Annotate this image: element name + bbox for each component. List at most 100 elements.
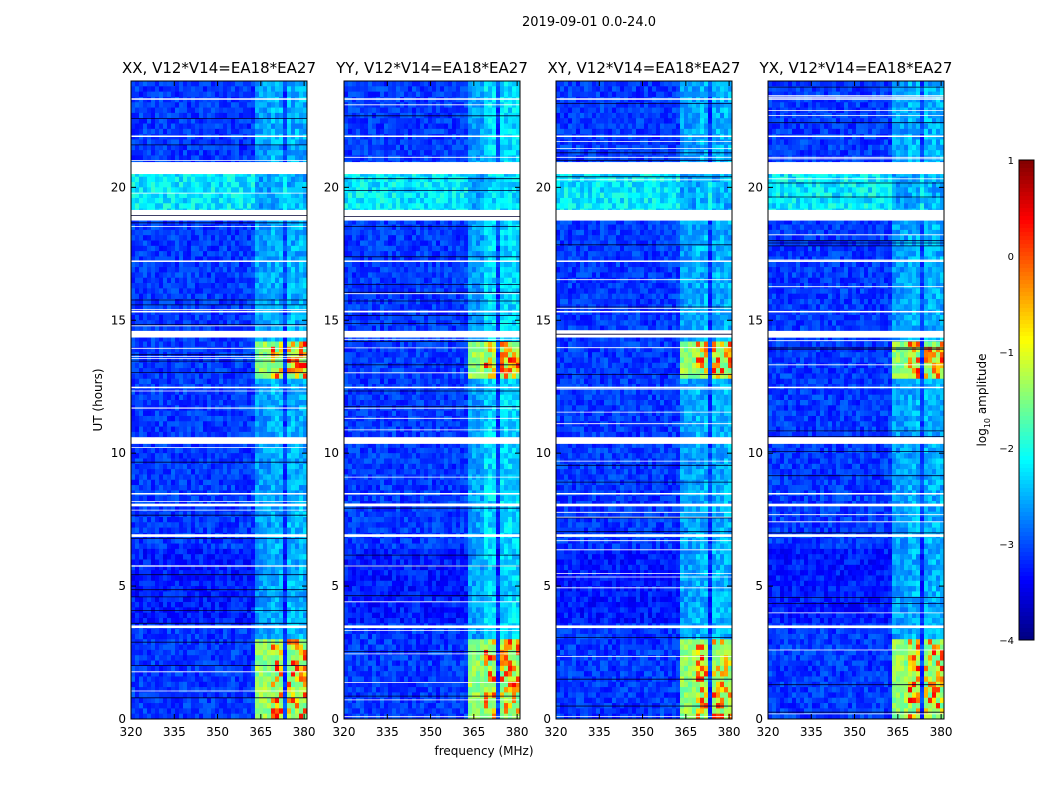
heatmap-cell xyxy=(175,278,179,284)
heatmap-cell xyxy=(247,86,251,92)
heatmap-cell xyxy=(267,86,271,92)
heatmap-cell xyxy=(271,150,275,156)
heatmap-cell xyxy=(259,310,263,316)
heatmap-cell xyxy=(267,272,271,278)
heatmap-cell xyxy=(207,108,211,114)
heatmap-cell xyxy=(155,272,159,278)
heatmap-cell xyxy=(279,129,283,135)
heatmap-cell xyxy=(199,241,203,247)
heatmap-cell xyxy=(287,310,291,316)
heatmap-cell xyxy=(187,86,191,92)
heatmap-cell xyxy=(195,113,199,119)
heatmap-cell xyxy=(219,246,223,252)
heatmap-cell xyxy=(175,187,179,193)
heatmap-cell xyxy=(223,272,227,278)
heatmap-cell xyxy=(219,150,223,156)
heatmap-cell xyxy=(267,177,271,183)
heatmap-cell xyxy=(167,113,171,119)
heatmap-cell xyxy=(151,320,155,326)
heatmap-cell xyxy=(295,278,299,284)
heatmap-cell xyxy=(175,139,179,145)
heatmap-cell xyxy=(199,145,203,151)
heatmap-cell xyxy=(291,124,295,130)
heatmap-cell xyxy=(243,278,247,284)
heatmap-cell xyxy=(283,230,287,236)
heatmap-cell xyxy=(183,262,187,268)
heatmap-cell xyxy=(147,294,151,300)
heatmap-cell xyxy=(203,310,207,316)
heatmap-cell xyxy=(183,315,187,321)
heatmap-cell xyxy=(287,145,291,151)
heatmap-cell xyxy=(191,262,195,268)
heatmap-cell xyxy=(163,230,167,236)
heatmap-cell xyxy=(195,145,199,151)
heatmap-cell xyxy=(187,272,191,278)
heatmap-cell xyxy=(175,246,179,252)
heatmap-cell xyxy=(195,235,199,241)
heatmap-cell xyxy=(271,177,275,183)
heatmap-cell xyxy=(167,315,171,321)
heatmap-cell xyxy=(159,187,163,193)
heatmap-cell xyxy=(227,97,231,103)
heatmap-cell xyxy=(171,129,175,135)
heatmap-cell xyxy=(187,113,191,119)
heatmap-cell xyxy=(223,81,227,87)
heatmap-cell xyxy=(259,108,263,114)
heatmap-cell xyxy=(259,225,263,231)
heatmap-cell xyxy=(239,124,243,130)
heatmap-cell xyxy=(187,230,191,236)
heatmap-cell xyxy=(207,129,211,135)
heatmap-cell xyxy=(207,198,211,204)
heatmap-cell xyxy=(131,225,135,231)
heatmap-cell xyxy=(159,129,163,135)
heatmap-cell xyxy=(275,134,279,140)
heatmap-cell xyxy=(135,262,139,268)
heatmap-cell xyxy=(243,102,247,108)
heatmap-cell xyxy=(291,272,295,278)
heatmap-cell xyxy=(179,288,183,294)
heatmap-cell xyxy=(171,92,175,98)
heatmap-cell xyxy=(259,283,263,289)
heatmap-cell xyxy=(247,235,251,241)
heatmap-cell xyxy=(239,246,243,252)
heatmap-cell xyxy=(223,118,227,124)
heatmap-cell xyxy=(211,187,215,193)
heatmap-cell xyxy=(159,150,163,156)
heatmap-cell xyxy=(255,139,259,145)
heatmap-cell xyxy=(215,198,219,204)
heatmap-cell xyxy=(167,108,171,114)
heatmap-cell xyxy=(179,86,183,92)
heatmap-cell xyxy=(135,198,139,204)
heatmap-cell xyxy=(271,92,275,98)
heatmap-cell xyxy=(187,102,191,108)
heatmap-cell xyxy=(187,92,191,98)
heatmap-cell xyxy=(251,113,255,119)
heatmap-cell xyxy=(167,262,171,268)
heatmap-cell xyxy=(219,139,223,145)
heatmap-cell xyxy=(251,134,255,140)
heatmap-cell xyxy=(295,124,299,130)
heatmap-cell xyxy=(251,92,255,98)
heatmap-cell xyxy=(279,288,283,294)
heatmap-cell xyxy=(215,129,219,135)
heatmap-cell xyxy=(199,320,203,326)
heatmap-cell xyxy=(183,272,187,278)
heatmap-cell xyxy=(135,310,139,316)
heatmap-cell xyxy=(299,326,303,332)
heatmap-cell xyxy=(271,182,275,188)
heatmap-cell xyxy=(151,113,155,119)
heatmap-cell xyxy=(247,124,251,130)
heatmap-cell xyxy=(227,108,231,114)
heatmap-cell xyxy=(283,139,287,145)
heatmap-cell xyxy=(163,294,167,300)
heatmap-cell xyxy=(199,246,203,252)
heatmap-cell xyxy=(179,81,183,87)
heatmap-cell xyxy=(191,182,195,188)
heatmap-cell xyxy=(295,139,299,145)
heatmap-cell xyxy=(243,310,247,316)
heatmap-cell xyxy=(155,230,159,236)
heatmap-cell xyxy=(211,124,215,130)
heatmap-cell xyxy=(263,134,267,140)
heatmap-cell xyxy=(247,246,251,252)
heatmap-cell xyxy=(283,187,287,193)
